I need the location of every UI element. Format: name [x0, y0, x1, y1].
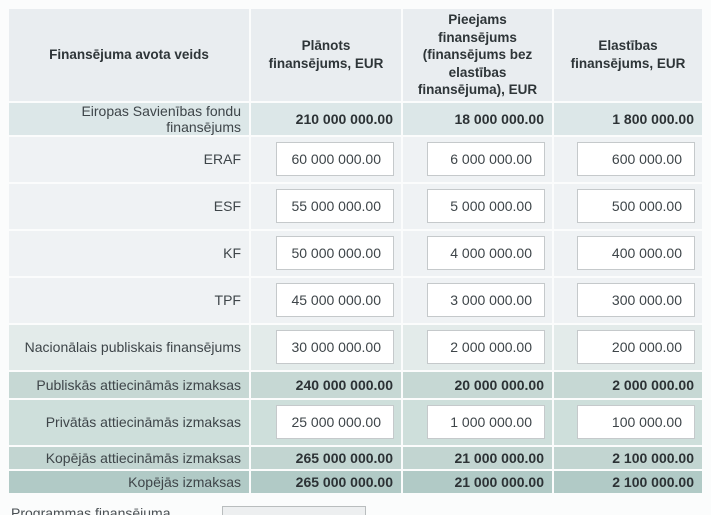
public-available-value: 20 000 000.00 [403, 371, 552, 398]
tpf-planned-input[interactable] [276, 283, 394, 318]
row-label: Publiskās attiecināmās izmaksas [9, 371, 249, 398]
table-row-total-costs: Kopējās izmaksas 265 000 000.00 21 000 0… [9, 470, 702, 493]
tpf-flexibility-input[interactable] [577, 283, 695, 318]
eraf-available-input[interactable] [427, 142, 545, 177]
row-label: Kopējās izmaksas [9, 470, 249, 493]
header-available-financing: Pieejams finansējums (finansējums bez el… [403, 9, 552, 101]
total-eligible-available-value: 21 000 000.00 [403, 446, 552, 469]
program-date-input[interactable]: 01.02.2022 [222, 505, 366, 515]
table-row-esf: ESF [9, 183, 702, 229]
row-label: Kopējās attiecināmās izmaksas [9, 446, 249, 469]
national-flexibility-input[interactable] [577, 330, 695, 365]
total-flexibility-value: 2 100 000.00 [554, 470, 702, 493]
row-label: Privātās attiecināmās izmaksas [9, 399, 249, 445]
row-label: TPF [9, 277, 249, 323]
header-row: Finansējuma avota veids Plānots finansēj… [9, 9, 702, 101]
table-row-public-eligible: Publiskās attiecināmās izmaksas 240 000 … [9, 371, 702, 398]
table-row-eraf: ERAF [9, 136, 702, 182]
total-eligible-flexibility-value: 2 100 000.00 [554, 446, 702, 469]
financing-table: Finansējuma avota veids Plānots finansēj… [7, 7, 704, 495]
table-row-kf: KF [9, 230, 702, 276]
eu-planned-value: 210 000 000.00 [251, 102, 401, 135]
row-label: Nacionālais publiskais finansējums [9, 324, 249, 370]
kf-flexibility-input[interactable] [577, 236, 695, 271]
private-planned-input[interactable] [276, 405, 394, 440]
header-flexibility-financing: Elastības finansējums, EUR [554, 9, 702, 101]
table-row-eu-funds: Eiropas Savienības fondu finansējums 210… [9, 102, 702, 135]
row-label: KF [9, 230, 249, 276]
header-planned-financing: Plānots finansējums, EUR [251, 9, 401, 101]
header-source-type: Finansējuma avota veids [9, 9, 249, 101]
eu-available-value: 18 000 000.00 [403, 102, 552, 135]
total-available-value: 21 000 000.00 [403, 470, 552, 493]
total-planned-value: 265 000 000.00 [251, 470, 401, 493]
table-row-private-eligible: Privātās attiecināmās izmaksas [9, 399, 702, 445]
eraf-planned-input[interactable] [276, 142, 394, 177]
total-eligible-planned-value: 265 000 000.00 [251, 446, 401, 469]
row-label: ERAF [9, 136, 249, 182]
esf-flexibility-input[interactable] [577, 189, 695, 224]
table-row-total-eligible: Kopējās attiecināmās izmaksas 265 000 00… [9, 446, 702, 469]
eraf-flexibility-input[interactable] [577, 142, 695, 177]
program-date-row: Programmas finansējuma datums 01.02.2022 [7, 504, 704, 515]
public-planned-value: 240 000 000.00 [251, 371, 401, 398]
row-label: ESF [9, 183, 249, 229]
private-available-input[interactable] [427, 405, 545, 440]
kf-planned-input[interactable] [276, 236, 394, 271]
tpf-available-input[interactable] [427, 283, 545, 318]
public-flexibility-value: 2 000 000.00 [554, 371, 702, 398]
table-row-tpf: TPF [9, 277, 702, 323]
table-row-national-public: Nacionālais publiskais finansējums [9, 324, 702, 370]
program-date-label: Programmas finansējuma datums [11, 504, 171, 515]
national-available-input[interactable] [427, 330, 545, 365]
kf-available-input[interactable] [427, 236, 545, 271]
esf-planned-input[interactable] [276, 189, 394, 224]
esf-available-input[interactable] [427, 189, 545, 224]
row-label: Eiropas Savienības fondu finansējums [9, 102, 249, 135]
eu-flexibility-value: 1 800 000.00 [554, 102, 702, 135]
national-planned-input[interactable] [276, 330, 394, 365]
private-flexibility-input[interactable] [577, 405, 695, 440]
